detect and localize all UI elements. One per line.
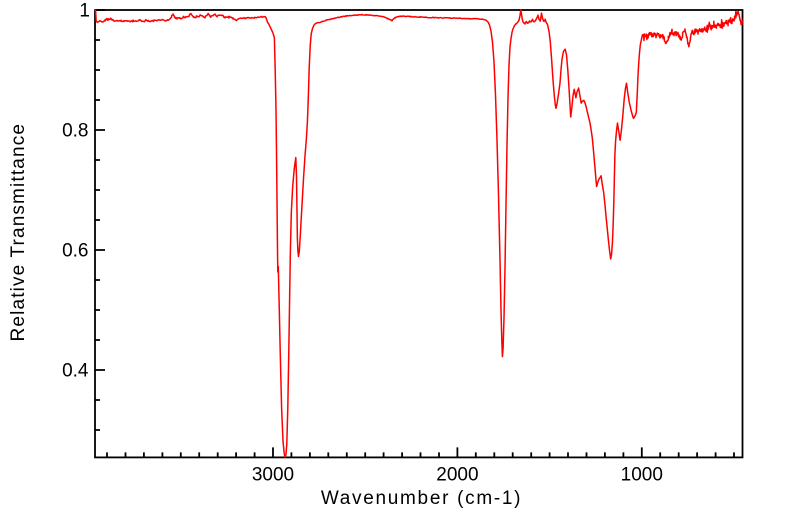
svg-text:0.8: 0.8: [62, 121, 88, 142]
svg-text:0.4: 0.4: [62, 361, 89, 382]
svg-text:0.6: 0.6: [62, 241, 88, 262]
svg-text:1000: 1000: [621, 465, 663, 486]
svg-text:2000: 2000: [436, 465, 478, 486]
svg-text:3000: 3000: [252, 465, 294, 486]
svg-text:Relative Transmittance: Relative Transmittance: [8, 123, 29, 342]
svg-text:1: 1: [79, 1, 90, 22]
svg-text:Wavenumber (cm-1): Wavenumber (cm-1): [321, 488, 522, 509]
